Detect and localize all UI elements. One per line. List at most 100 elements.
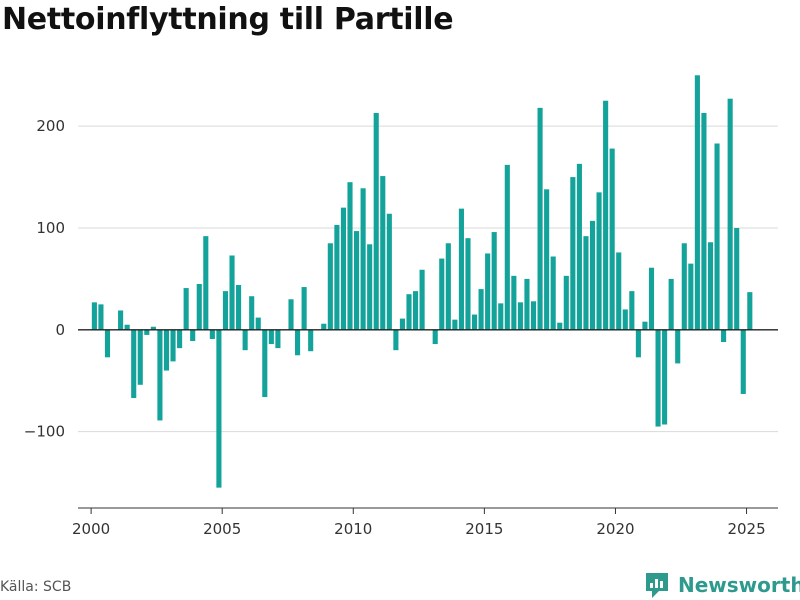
chart-title: Nettoinflyttning till Partille bbox=[2, 2, 454, 37]
bar bbox=[340, 207, 346, 330]
bar bbox=[255, 317, 261, 330]
bar bbox=[707, 242, 714, 330]
bar bbox=[249, 296, 255, 330]
bar bbox=[380, 176, 386, 330]
x-tick-label: 2010 bbox=[334, 520, 372, 538]
bar bbox=[478, 289, 484, 330]
bar bbox=[701, 112, 707, 330]
bar bbox=[648, 267, 655, 330]
bar bbox=[209, 329, 215, 339]
brand-logo[interactable]: Newsworthy bbox=[644, 571, 800, 599]
bars bbox=[91, 75, 753, 488]
bar bbox=[681, 243, 687, 330]
bar bbox=[563, 275, 569, 330]
bar bbox=[544, 189, 550, 330]
bar bbox=[373, 112, 379, 330]
bar bbox=[412, 291, 419, 330]
y-tick-label: 100 bbox=[36, 219, 65, 237]
grid-lines bbox=[78, 125, 778, 433]
bar bbox=[727, 98, 733, 330]
bar bbox=[668, 278, 674, 330]
bar bbox=[163, 329, 170, 371]
source-note: Källa: SCB bbox=[0, 579, 72, 595]
bar bbox=[262, 329, 268, 398]
bar bbox=[465, 238, 471, 330]
bar bbox=[642, 321, 648, 330]
bar bbox=[511, 275, 517, 330]
bar bbox=[157, 329, 163, 421]
bar bbox=[517, 302, 523, 330]
bar bbox=[327, 243, 333, 330]
x-tick-label: 2015 bbox=[465, 520, 503, 538]
bar bbox=[190, 329, 196, 342]
bar bbox=[498, 303, 504, 330]
bar bbox=[688, 263, 694, 330]
bar bbox=[170, 329, 176, 362]
bar bbox=[432, 329, 438, 345]
bar bbox=[616, 252, 622, 330]
bar bbox=[242, 329, 248, 351]
y-tick-label: −100 bbox=[24, 423, 65, 441]
bar bbox=[655, 329, 661, 427]
bar bbox=[137, 329, 143, 385]
bar bbox=[334, 224, 340, 330]
bar bbox=[740, 329, 746, 394]
bar bbox=[91, 302, 97, 330]
bar bbox=[275, 329, 281, 349]
x-tick-label: 2000 bbox=[72, 520, 110, 538]
bar bbox=[268, 329, 274, 345]
newsworthy-logo-icon bbox=[646, 573, 668, 598]
bar bbox=[530, 301, 537, 330]
bar bbox=[439, 258, 445, 330]
bar bbox=[131, 329, 137, 399]
bar bbox=[321, 323, 327, 330]
bar bbox=[675, 329, 681, 364]
bar bbox=[196, 284, 202, 330]
bar bbox=[550, 256, 556, 330]
bar bbox=[662, 329, 668, 425]
bar bbox=[177, 329, 183, 349]
bar bbox=[491, 232, 497, 330]
bar bbox=[301, 287, 307, 330]
bar bbox=[419, 269, 425, 330]
bar bbox=[203, 236, 209, 330]
bar bbox=[635, 329, 641, 358]
bar bbox=[721, 329, 727, 343]
x-tick-label: 2025 bbox=[727, 520, 765, 538]
bar bbox=[524, 278, 530, 330]
bar bbox=[504, 164, 510, 330]
bar bbox=[360, 188, 366, 330]
bar bbox=[144, 329, 150, 335]
bar bbox=[452, 319, 458, 330]
bar bbox=[596, 192, 602, 330]
bar bbox=[747, 292, 753, 330]
y-tick-labels: −100 0 100 200 bbox=[24, 117, 65, 440]
brand-name: Newsworthy bbox=[678, 573, 800, 597]
bar bbox=[458, 208, 464, 330]
x-tick-label: 2005 bbox=[203, 520, 241, 538]
bar bbox=[118, 310, 124, 330]
bar bbox=[367, 244, 373, 330]
bar bbox=[471, 314, 478, 330]
bar bbox=[485, 253, 491, 330]
bar bbox=[295, 329, 301, 356]
bar bbox=[537, 107, 543, 330]
bar bbox=[622, 309, 628, 330]
bar bbox=[576, 163, 582, 330]
bar bbox=[694, 75, 700, 330]
bar bbox=[98, 304, 104, 330]
bar bbox=[229, 255, 235, 330]
bar bbox=[236, 285, 242, 330]
bar bbox=[288, 299, 294, 330]
bar bbox=[386, 213, 392, 330]
bar bbox=[124, 324, 130, 330]
bar bbox=[393, 329, 399, 351]
bar bbox=[557, 322, 563, 330]
bar bbox=[150, 326, 156, 330]
y-tick-label: 0 bbox=[55, 321, 65, 339]
bar bbox=[734, 228, 740, 330]
bar bbox=[589, 220, 596, 330]
bar bbox=[445, 243, 451, 330]
bar bbox=[104, 329, 111, 358]
